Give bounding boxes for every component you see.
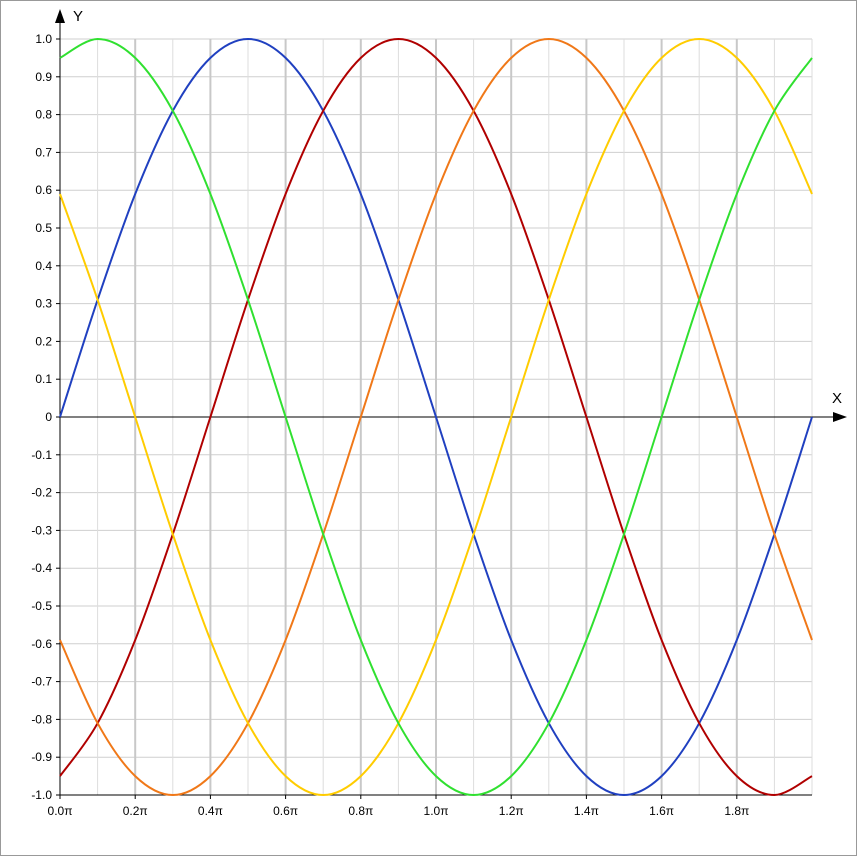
x-tick-label: 0.6π bbox=[273, 804, 298, 818]
x-tick-label: 1.0π bbox=[424, 804, 449, 818]
y-tick-label: 0.3 bbox=[35, 297, 52, 311]
series-lines bbox=[59, 37, 813, 797]
y-tick-label: 0.4 bbox=[35, 259, 52, 273]
y-tick-label: -0.5 bbox=[31, 599, 52, 613]
y-axis-title: Y bbox=[73, 8, 83, 25]
y-tick-label: 0.8 bbox=[35, 108, 52, 122]
y-tick-label: -0.4 bbox=[31, 561, 52, 575]
y-tick-label: -0.1 bbox=[31, 448, 52, 462]
x-tick-label: 0.8π bbox=[348, 804, 373, 818]
x-axis-title: X bbox=[832, 390, 842, 407]
y-tick-label: 0.6 bbox=[35, 183, 52, 197]
series-line-5 bbox=[59, 37, 813, 797]
x-tick-label: 0.2π bbox=[123, 804, 148, 818]
axes bbox=[55, 9, 847, 799]
x-tick-label: 1.8π bbox=[724, 804, 749, 818]
y-tick-label: 0.1 bbox=[35, 372, 52, 386]
y-tick-label: 0.7 bbox=[35, 145, 52, 159]
tick-labels: 1.0 0.9 0.8 0.7 0.6 0.5 0.4 0.3 0.2 0.1 0 -0.1 -0.2 -… bbox=[31, 32, 749, 818]
x-tick-label: 1.6π bbox=[649, 804, 674, 818]
y-tick-label: -1.0 bbox=[31, 788, 52, 802]
y-tick-label: 0 bbox=[45, 410, 52, 424]
series-line-4 bbox=[59, 37, 813, 797]
x-tick-label: 0.4π bbox=[198, 804, 223, 818]
y-tick-label: -0.2 bbox=[31, 486, 52, 500]
x-tick-label: 1.2π bbox=[499, 804, 524, 818]
y-axis-arrow-icon bbox=[55, 9, 65, 23]
y-tick-label: -0.9 bbox=[31, 750, 52, 764]
y-tick-label: 0.5 bbox=[35, 221, 52, 235]
y-tick-label: 1.0 bbox=[35, 32, 52, 46]
x-tick-label: 1.4π bbox=[574, 804, 599, 818]
series-line-2 bbox=[59, 37, 813, 797]
y-tick-label: -0.8 bbox=[31, 712, 52, 726]
y-tick-label: 0.9 bbox=[35, 70, 52, 84]
y-tick-label: 0.2 bbox=[35, 334, 52, 348]
y-tick-label: -0.6 bbox=[31, 637, 52, 651]
y-tick-label: -0.3 bbox=[31, 523, 52, 537]
x-axis-arrow-icon bbox=[833, 412, 847, 422]
y-tick-label: -0.7 bbox=[31, 675, 52, 689]
x-tick-label: 0.0π bbox=[48, 804, 73, 818]
